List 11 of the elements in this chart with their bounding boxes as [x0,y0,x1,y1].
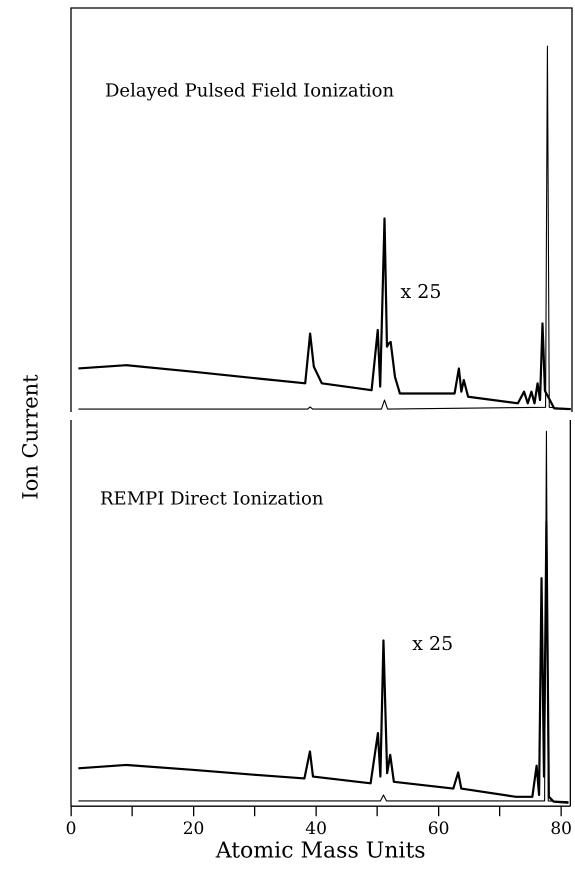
text: Delayed Pulsed Field Ionization [105,80,394,102]
x-tick-label: 20 [182,818,204,839]
annotation: x 25 [412,632,454,655]
x-axis-title: Atomic Mass Units [214,838,426,864]
x-tick-label: 40 [305,818,327,839]
x-tick-label: 80 [550,818,572,839]
x-tick-label: 60 [428,818,450,839]
y-axis-title: Ion Current [18,374,42,500]
x-tick-label: 0 [66,818,76,839]
annotation: x 25 [400,280,442,303]
text: REMPI Direct Ionization [100,488,324,510]
